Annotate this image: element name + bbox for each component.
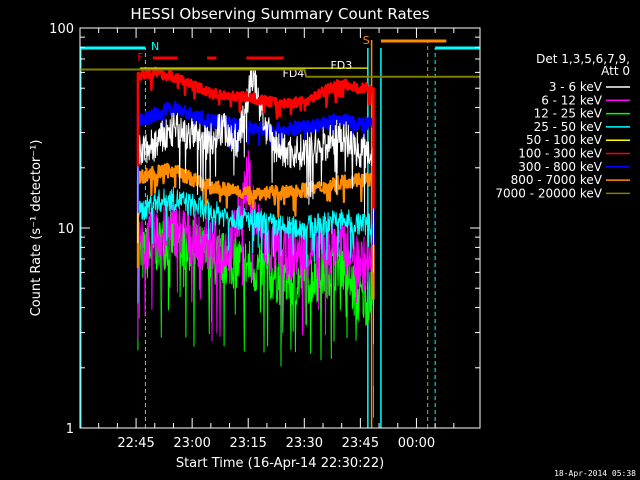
series-line-7000to20000keV [80, 68, 480, 78]
legend-entry-label: 25 - 50 keV [534, 120, 603, 134]
flag-label-fd3: FD3 [330, 59, 352, 72]
legend-entry-label: 50 - 100 keV [526, 133, 603, 147]
legend-entry-label: 3 - 6 keV [549, 80, 603, 94]
y-tick-label: 10 [57, 222, 74, 237]
flag-label-s: S [363, 34, 370, 47]
x-tick-label: 22:45 [117, 436, 154, 451]
legend-entry-label: 12 - 25 keV [534, 107, 603, 121]
x-axis-label: Start Time (16-Apr-14 22:30:22) [176, 456, 384, 471]
x-tick-label: 23:45 [342, 436, 379, 451]
legend-header: Att 0 [601, 64, 630, 78]
series-line-300to800keV [136, 100, 375, 245]
legend-header: Det 1,3,5,6,7,9, [536, 52, 630, 66]
y-axis: 1 10 100 [49, 22, 480, 437]
series-line-100to300keV [136, 66, 375, 209]
legend-entry-label: 7000 - 20000 keV [495, 186, 602, 200]
series-line-25to50keV [137, 186, 374, 345]
timestamp: 18-Apr-2014 05:38 [554, 469, 636, 478]
y-tick-label: 100 [49, 22, 74, 37]
legend-entry-label: 100 - 300 keV [518, 147, 602, 161]
legend-entry-label: 300 - 800 keV [518, 160, 602, 174]
x-tick-label: 23:30 [286, 436, 323, 451]
legend-entry-label: 6 - 12 keV [541, 93, 603, 107]
series-line-3to6keV [137, 67, 374, 273]
series-line-6to12keV [137, 150, 374, 386]
flag-label-n: N [151, 40, 159, 53]
x-tick-label: 23:00 [173, 436, 210, 451]
flag-label-f: F [137, 51, 143, 64]
x-tick-label: 23:15 [229, 436, 266, 451]
series-line-800to7000keV [136, 162, 375, 300]
y-axis-label: Count Rate (s⁻¹ detector⁻¹) [29, 140, 44, 317]
x-axis: 22:45 23:00 23:15 23:30 23:45 00:00 [98, 28, 455, 451]
x-tick-label: 00:00 [398, 436, 435, 451]
legend-entry-label: 800 - 7000 keV [511, 173, 603, 187]
chart-title: HESSI Observing Summary Count Rates [130, 5, 429, 23]
y-tick-label: 1 [66, 422, 74, 437]
